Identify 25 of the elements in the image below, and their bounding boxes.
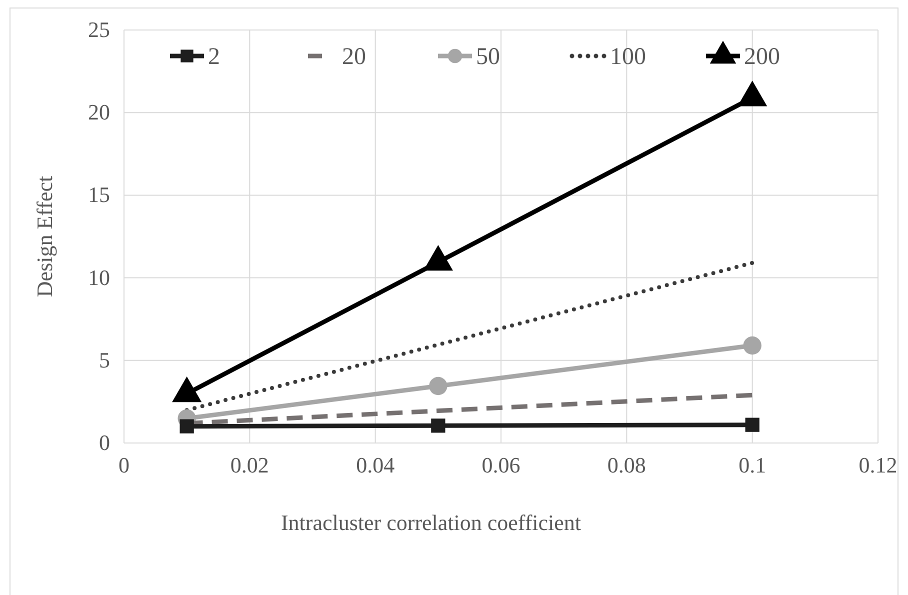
- y-tick-label: 25: [88, 17, 110, 42]
- legend-label: 2: [208, 44, 220, 70]
- y-axis-title: Design Effect: [32, 176, 57, 298]
- x-tick-label: 0.1: [738, 452, 766, 478]
- legend-label: 200: [744, 44, 780, 70]
- point: [743, 336, 762, 355]
- y-tick-label: 0: [99, 430, 110, 456]
- y-tick-label: 5: [99, 347, 110, 372]
- x-tick-label: 0: [118, 452, 130, 478]
- legend-label: 100: [610, 44, 646, 70]
- point: [745, 418, 760, 432]
- point: [180, 419, 194, 434]
- y-tick-label: 20: [88, 100, 110, 125]
- legend-label: 50: [476, 44, 500, 70]
- x-tick-label: 0.12: [858, 452, 898, 478]
- legend-label: 20: [342, 44, 366, 70]
- x-tick-label: 0.06: [482, 452, 520, 478]
- point: [429, 376, 448, 396]
- x-tick-label: 0.02: [230, 452, 269, 478]
- point: [431, 418, 446, 433]
- x-tick-label: 0.04: [356, 452, 395, 478]
- x-axis-title: Intracluster correlation coefficient: [280, 510, 582, 535]
- y-tick-label: 10: [88, 264, 110, 290]
- y-tick-label: 15: [88, 182, 110, 208]
- x-tick-label: 0.08: [607, 452, 646, 478]
